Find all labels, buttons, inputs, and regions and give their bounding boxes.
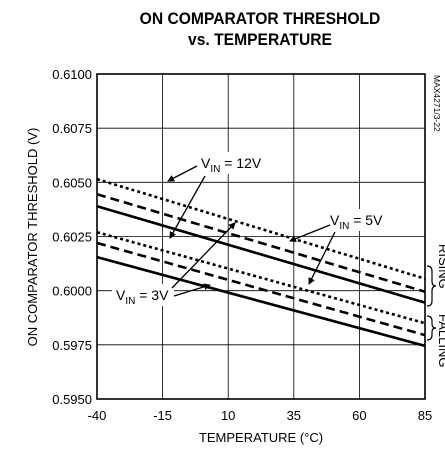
x-tick-label: 10	[221, 408, 235, 423]
plot-frame	[96, 73, 426, 400]
vin3-arrow-lower	[173, 283, 211, 297]
rising-bracket	[426, 265, 437, 307]
series-line	[96, 241, 426, 337]
x-tick-label: 60	[352, 408, 366, 423]
chart-title-line-1: ON COMPARATOR THRESHOLD	[139, 9, 381, 28]
vin12-label-bg	[197, 152, 269, 174]
figure-watermark: MAX4271/3-22	[432, 75, 442, 132]
rising-label: RISING	[436, 244, 445, 289]
vin3-label: VIN = 3V	[116, 287, 169, 307]
vin5-arrow-upper	[289, 224, 331, 243]
vin5-arrow-lower	[308, 231, 336, 285]
x-axis-label: TEMPERATURE (°C)	[199, 430, 323, 445]
series-line	[96, 255, 426, 348]
vin5-label: VIN = 5V	[330, 212, 383, 232]
x-tick-label: 35	[287, 408, 301, 423]
falling-bracket	[426, 315, 437, 341]
x-tick-label: -40	[88, 408, 107, 423]
vin3-label-bg	[112, 284, 174, 306]
y-tick-label: 0.6000	[52, 284, 92, 299]
y-tick-label: 0.6100	[52, 67, 92, 82]
y-tick-label: 0.5975	[52, 338, 92, 353]
series-line	[96, 192, 426, 293]
x-tick-label: 85	[418, 408, 432, 423]
vin5-label-bg	[326, 209, 392, 231]
y-tick-label: 0.6075	[52, 121, 92, 136]
series-line	[96, 204, 426, 304]
y-axis-label: ON COMPARATOR THRESHOLD (V)	[25, 128, 40, 347]
vin12-arrow-upper	[167, 165, 198, 182]
y-tick-label: 0.5950	[52, 392, 92, 407]
vin12-arrow-lower	[169, 175, 206, 239]
y-tick-label: 0.6025	[52, 230, 92, 245]
vin12-label: VIN = 12V	[201, 155, 262, 175]
chart-title-line-2: vs. TEMPERATURE	[188, 30, 332, 49]
series-line	[96, 230, 426, 325]
y-tick-label: 0.6050	[52, 175, 92, 190]
falling-label: FALLING	[436, 314, 445, 367]
x-tick-label: -15	[153, 408, 172, 423]
vin3-arrow-upper	[171, 222, 236, 289]
